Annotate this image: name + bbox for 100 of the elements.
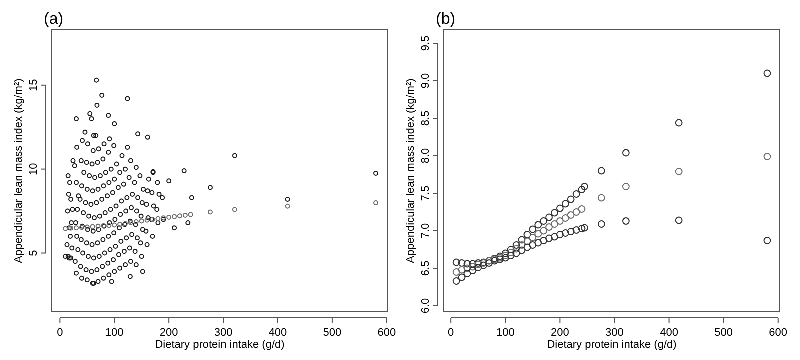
x-tick-label: 600 [378,327,396,339]
point [556,218,564,225]
point [518,242,526,249]
x-tick-label: 600 [769,327,788,339]
point [581,183,588,190]
point [764,70,772,78]
point [139,218,144,224]
point [546,214,553,222]
point [622,183,630,190]
point [529,242,537,249]
x-tick-label: 200 [551,327,570,339]
point [540,237,548,244]
point [572,190,580,198]
x-tick-label: 100 [105,327,124,339]
y-tick-label: 6.5 [420,260,432,276]
point [540,227,548,235]
point [578,186,586,194]
point [464,270,472,278]
point [546,234,553,242]
x-tick-label: 500 [323,327,342,339]
point [469,260,477,268]
y-tick-label: 15 [28,79,40,92]
point [562,230,570,237]
point [512,245,520,253]
y-axis-title: Appendicular lean mass index (kg/m²) [13,78,25,264]
x-axis-title: Dietary protein intake (g/d) [547,339,677,351]
y-tick-label: 10 [28,163,40,176]
point [529,234,537,242]
x-tick-label: 500 [714,327,733,339]
point [534,221,542,229]
point [452,258,460,266]
point [106,223,112,228]
point [452,278,460,285]
y-tick-label: 8.0 [420,148,432,164]
point [63,226,68,232]
point [556,204,564,212]
point [458,260,466,267]
point [464,260,472,268]
point [562,200,570,208]
point [507,246,515,254]
x-tick-label: 300 [606,327,624,339]
point [469,263,477,271]
point [285,204,290,209]
point [529,226,537,234]
point [507,252,515,260]
point [556,231,564,238]
y-tick-label: 9.0 [420,73,432,89]
point [534,230,542,238]
point [524,231,532,238]
point [156,216,161,222]
point [524,238,532,246]
point [598,220,606,228]
point [90,224,96,230]
point [84,224,90,230]
point [518,236,526,244]
point [96,224,101,229]
point [474,264,482,272]
point [551,209,558,217]
point [567,228,575,236]
point [374,200,379,206]
point [502,250,510,258]
x-axis-title: Dietary protein intake (g/d) [155,339,285,351]
point [581,224,588,232]
point [572,226,580,234]
x-tick-label: 0 [448,327,454,339]
y-tick-label: 9.5 [420,36,432,52]
point [524,244,532,252]
y-tick-label: 8.5 [420,110,432,126]
point [502,254,510,262]
chart-title: (b) [436,11,456,28]
x-tick-label: 0 [57,327,64,339]
point [182,212,188,218]
y-tick-label: 7.0 [420,223,432,239]
point [188,212,194,218]
point [208,210,213,215]
point [166,215,172,220]
point [118,222,123,228]
point [598,194,606,202]
point [598,167,606,175]
point [172,214,178,220]
point [134,220,139,225]
point [512,250,520,258]
x-tick-label: 200 [160,327,178,339]
point [567,212,575,219]
point [469,267,477,274]
point [546,224,553,231]
x-tick-label: 400 [660,327,678,339]
point [512,242,520,249]
point [622,149,630,157]
point [480,262,488,270]
point [486,260,493,267]
x-tick-label: 400 [268,327,288,339]
point [458,266,466,274]
point [518,246,526,254]
point [567,196,575,204]
y-tick-label: 5 [28,250,40,256]
point [144,218,150,223]
point [540,218,548,225]
point [551,220,558,228]
point [74,226,80,231]
